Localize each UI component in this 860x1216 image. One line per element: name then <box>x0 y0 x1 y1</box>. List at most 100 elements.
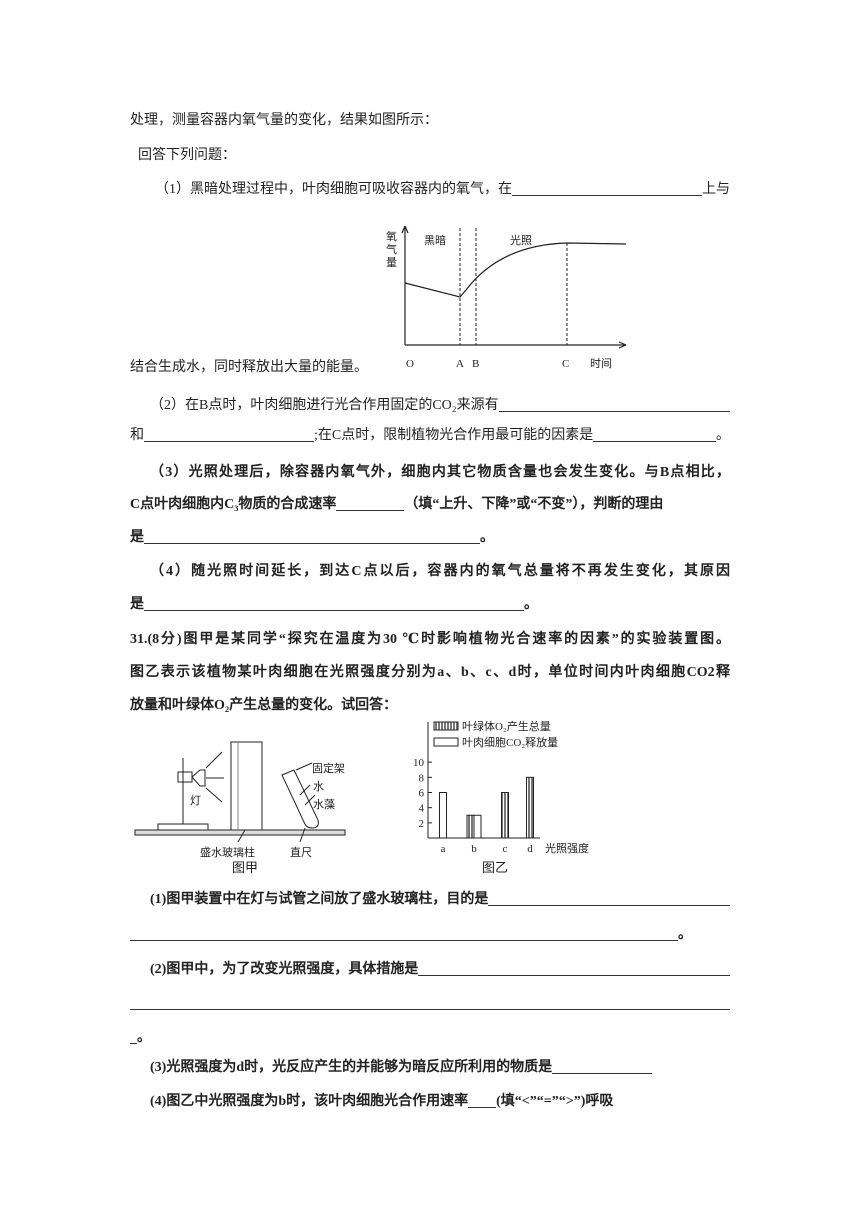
text: 回答下列问题： <box>138 148 236 163</box>
line: （1）黑暗处理过程中，叶肉细胞可吸收容器内的氧气，在 上与 <box>155 179 730 201</box>
text: 。 <box>480 530 494 545</box>
text: （1）黑暗处理过程中，叶肉细胞可吸收容器内的氧气，在 <box>155 182 512 197</box>
text: 。 <box>137 1030 151 1045</box>
oxygen-figure: 氧 气 量 黑暗 光照 O A B C 时间 <box>386 225 627 370</box>
lamp <box>191 769 206 787</box>
text: 处理，测量容器内氧气量的变化，结果如图所示： <box>130 113 438 128</box>
point-label: A <box>456 358 464 370</box>
y-tick-label: 10 <box>413 757 425 769</box>
axis-label: 时间 <box>590 357 612 370</box>
y-tick-label: 2 <box>419 818 425 830</box>
light-rays <box>205 751 224 803</box>
x-tick-label: a <box>441 843 446 855</box>
text: (填“<”“=”“>”)呼吸 <box>496 1094 614 1109</box>
apparatus-figure: 灯 固定架 水 水藻 盛水玻璃柱 直尺 图甲 <box>134 741 346 875</box>
blank <box>130 924 678 941</box>
text: 。 <box>678 927 692 942</box>
text: (1)图甲装置中在灯与试管之间放了盛水玻璃柱，目的是 <box>150 892 489 907</box>
blank <box>488 889 730 906</box>
text: 结合生成水，同时释放出大量的能量。 <box>130 360 368 375</box>
x-tick-label: b <box>471 843 477 855</box>
label: 水藻 <box>313 798 335 811</box>
line <box>130 993 730 1015</box>
arrow <box>401 225 627 349</box>
caption: 图甲 <box>232 860 258 875</box>
line: 放量和叶绿体O₂产生总量的变化。试回答： <box>130 695 730 717</box>
line: (1)图甲装置中在灯与试管之间放了盛水玻璃柱，目的是 <box>150 889 730 911</box>
line: 结合生成水，同时释放出大量的能量。 <box>130 357 730 379</box>
region-label: 黑暗 <box>424 233 446 247</box>
text: （4）随光照时间延长，到达C点以后，容器内的氧气总量将不再发生变化，其原因 <box>150 564 730 579</box>
bar <box>473 814 482 839</box>
x-tick-label: d <box>527 843 533 855</box>
blank <box>512 179 702 196</box>
line: 。 <box>130 1027 730 1049</box>
legend-swatch <box>433 721 459 731</box>
axis-label: 量 <box>386 256 397 269</box>
line: 回答下列问题： <box>138 145 738 167</box>
blank <box>468 1091 497 1108</box>
axis-label: 氧 <box>386 229 397 243</box>
text: 放量和叶绿体O₂产生总量的变化。试回答： <box>130 698 398 713</box>
test-tube <box>281 769 319 829</box>
y-tick-label: 8 <box>419 772 425 784</box>
text: (2)图甲中，为了改变光照强度，具体措施是 <box>150 962 419 977</box>
caption: 图乙 <box>482 860 508 875</box>
y-tick-label: 6 <box>419 788 425 800</box>
text: （3）光照处理后，除容器内氧气外，细胞内其它物质含量也会发生变化。与B点相比， <box>150 465 730 480</box>
text: （2）在B点时，叶肉细胞进行光合作用固定的CO₂来源有 <box>150 398 499 413</box>
blank <box>144 527 480 544</box>
label: 直尺 <box>290 845 312 859</box>
blank <box>144 594 524 611</box>
text: 。 <box>716 428 730 443</box>
region-label: 光照 <box>510 233 532 247</box>
line: 是。 <box>130 527 730 549</box>
point-label: B <box>472 358 479 370</box>
pointer <box>237 829 246 843</box>
line: 图乙表示该植物某叶肉细胞在光照强度分别为a、b、c、d时，单位时间内叶肉细胞CO… <box>130 662 730 684</box>
x-axis-label: 光照强度 <box>545 841 589 855</box>
legend-swatch <box>433 737 459 747</box>
line: (3)光照强度为d时，光反应产生的并能够为暗反应所利用的物质是 <box>150 1057 750 1079</box>
legend-label: 叶肉细胞CO₂释放量 <box>462 735 558 749</box>
line: 是。 <box>130 594 730 616</box>
label: 盛水玻璃柱 <box>200 845 255 859</box>
line: （2）在B点时，叶肉细胞进行光合作用固定的CO₂来源有 <box>150 395 730 417</box>
holder <box>295 762 313 771</box>
text: (3)光照强度为d时，光反应产生的并能够为暗反应所利用的物质是 <box>150 1060 553 1075</box>
text: 31.(8分)图甲是某同学“探究在温度为30 ℃时影响植物光合速率的因素”的实验… <box>130 632 730 647</box>
line: 31.(8分)图甲是某同学“探究在温度为30 ℃时影响植物光合速率的因素”的实验… <box>130 629 730 651</box>
line: 和 ;在C点时，限制植物光合作用最可能的因素是 。 <box>130 425 730 447</box>
bar <box>501 792 509 839</box>
glass-column <box>230 741 263 831</box>
line: 。 <box>130 924 730 946</box>
text: (4)图乙中光照强度为b时，该叶肉细胞光合作用速率 <box>150 1094 469 1109</box>
blank <box>130 1027 137 1044</box>
text: （填“上升、下降”或“不变”），判断的理由 <box>404 497 664 512</box>
bar <box>466 814 475 839</box>
axis-label: 气 <box>386 242 397 256</box>
blank <box>144 425 314 442</box>
x-tick-label: c <box>503 843 508 855</box>
pointer <box>299 784 316 806</box>
line: C点叶肉细胞内C₃物质的合成速率 （填“上升、下降”或“不变”），判断的理由 <box>130 494 730 516</box>
text: 和 <box>130 428 144 443</box>
bar <box>439 792 447 839</box>
line: (4)图乙中光照强度为b时，该叶肉细胞光合作用速率 (填“<”“=”“>”)呼吸 <box>150 1091 730 1113</box>
label: 水 <box>313 780 324 793</box>
bar <box>526 776 534 839</box>
blank <box>552 1057 653 1074</box>
line: 处理，测量容器内氧气量的变化，结果如图所示： <box>130 110 730 132</box>
blank <box>593 425 716 442</box>
oxygen-curve <box>404 242 627 298</box>
point-label: O <box>406 358 414 370</box>
blank <box>498 395 730 412</box>
text: 是 <box>130 597 144 612</box>
y-tick-label: 4 <box>419 803 425 815</box>
label: 灯 <box>190 794 201 807</box>
text: 是 <box>130 530 144 545</box>
line: （4）随光照时间延长，到达C点以后，容器内的氧气总量将不再发生变化，其原因 <box>150 561 730 583</box>
blank <box>130 993 730 1010</box>
